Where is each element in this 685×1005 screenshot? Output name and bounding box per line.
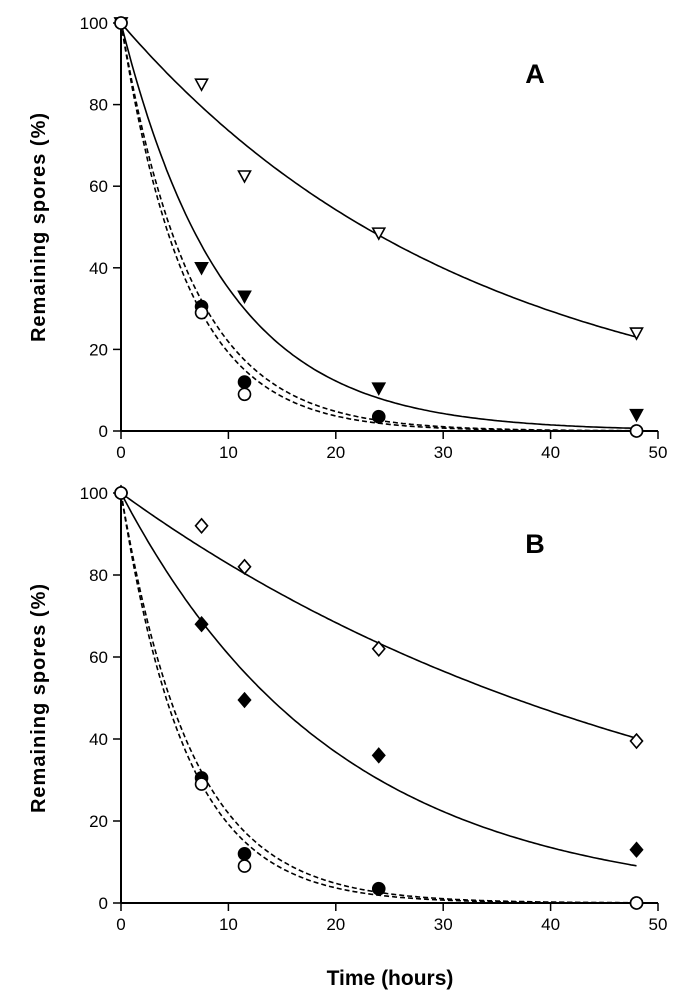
- y-tick-label: 40: [89, 730, 108, 749]
- open-circle-point: [237, 387, 252, 402]
- x-tick-label: 10: [219, 915, 238, 934]
- x-tick-label: 30: [434, 915, 453, 934]
- open-triangle-point: [237, 170, 252, 184]
- open-diamond-point: [629, 732, 644, 750]
- filled-circle-point: [371, 881, 386, 896]
- x-tick-label: 50: [649, 915, 668, 934]
- open-triangle-point: [629, 327, 644, 341]
- filled-circle-point: [237, 375, 252, 389]
- filled-circle-point: [371, 409, 386, 424]
- open-diamond-point: [237, 558, 252, 576]
- filled-circle-point: [237, 846, 252, 861]
- filled-diamond-point: [371, 747, 386, 764]
- x-tick-label: 50: [649, 443, 668, 462]
- y-tick-label: 0: [99, 894, 108, 913]
- panel-b: 0 10 20 30 40 50 0 20 40 60 80 100 Remaining spores …: [28, 484, 667, 934]
- y-tick-label: 40: [89, 259, 108, 278]
- x-tick-label: 20: [326, 443, 345, 462]
- panel-label: B: [525, 529, 545, 559]
- open-triangle-fit-curve: [120, 22, 637, 338]
- x-axis-label: Time (hours): [327, 967, 454, 990]
- x-tick-label: 0: [116, 443, 125, 462]
- x-tick-label: 40: [541, 443, 560, 462]
- filled-triangle-point: [629, 408, 644, 423]
- open-diamond-point: [194, 517, 209, 535]
- open-circle-point: [114, 486, 128, 500]
- x-tick-label: 10: [219, 443, 238, 462]
- open-circle-point: [194, 777, 209, 791]
- filled-triangle-fit-curve: [120, 22, 637, 430]
- open-circle-fit-curve: [120, 492, 637, 904]
- x-tick-label: 40: [541, 915, 560, 934]
- filled-triangle-point: [237, 290, 252, 305]
- open-triangle-point: [371, 227, 387, 241]
- open-circle-point: [114, 16, 128, 30]
- y-tick-label: 100: [80, 484, 108, 503]
- panel-a: 0 10 20 30 40 50 0 20 40 60 80 100 Remaining spores …: [28, 14, 667, 462]
- y-tick-label: 100: [80, 14, 108, 33]
- x-tick-label: 20: [326, 915, 345, 934]
- open-diamond-point: [371, 640, 386, 658]
- open-circle-point: [237, 859, 252, 873]
- y-axis-label: Remaining spores (%): [28, 583, 50, 813]
- y-tick-label: 60: [89, 177, 108, 196]
- x-tick-label: 30: [434, 443, 453, 462]
- panel-label: A: [525, 59, 545, 89]
- y-tick-label: 80: [89, 566, 108, 585]
- filled-circle-fit-curve: [120, 492, 637, 904]
- open-circle-point: [194, 305, 209, 320]
- y-tick-label: 0: [99, 422, 108, 441]
- y-axis-label: Remaining spores (%): [28, 112, 50, 342]
- y-tick-label: 20: [89, 812, 108, 831]
- filled-triangle-point: [371, 382, 387, 396]
- filled-diamond-fit-curve: [120, 492, 637, 867]
- open-circle-point: [629, 424, 644, 438]
- y-tick-label: 80: [89, 96, 108, 115]
- open-circle-point: [629, 896, 644, 910]
- open-triangle-point: [194, 78, 209, 92]
- filled-diamond-point: [629, 841, 644, 858]
- filled-diamond-point: [194, 615, 209, 633]
- filled-triangle-point: [194, 261, 209, 276]
- y-tick-label: 20: [89, 340, 108, 359]
- y-tick-label: 60: [89, 648, 108, 667]
- filled-diamond-point: [237, 691, 252, 709]
- x-tick-label: 0: [116, 915, 125, 934]
